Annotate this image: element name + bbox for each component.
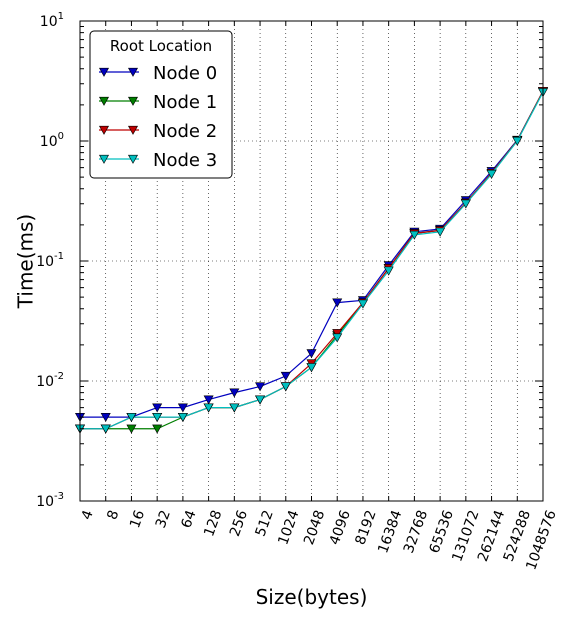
data-point [229,388,240,398]
legend-marker [127,125,139,135]
x-tick-label: 16 [127,508,148,530]
data-point [332,333,343,343]
data-point [409,230,420,240]
data-point [126,412,137,423]
data-point [177,412,188,423]
legend-label: Node 1 [153,92,217,113]
y-tick-label-exponent: -1 [54,251,64,262]
legend-item: Node 1 [98,92,217,113]
series-layer [74,87,549,434]
y-tick-label-base: 10 [36,494,54,510]
data-point [306,349,317,359]
y-tick-label-base: 10 [40,134,58,150]
legend: Root Location Node 0 Node 1 Node 2 Node 3 [89,30,233,179]
data-point [100,412,111,423]
legend-item: Node 0 [98,63,217,84]
legend-marker [98,67,110,77]
data-point [203,395,214,405]
data-point [177,403,188,413]
y-tick-label: 10-1 [36,251,64,270]
legend-marker [98,154,110,164]
legend-marker [127,96,139,106]
data-point [203,403,214,413]
data-point [100,424,111,434]
series-node-3 [74,88,549,434]
data-point [152,403,163,413]
legend-marker [98,125,110,135]
legend-item: Node 2 [98,121,217,142]
data-point [383,266,394,276]
y-axis-title: Time(ms) [14,214,38,309]
data-point [460,199,471,209]
legend-label: Node 3 [153,150,217,171]
data-point [152,412,163,423]
legend-marker [98,96,110,106]
data-point [332,298,343,308]
legend-marker [127,154,139,164]
data-point [280,382,291,392]
data-point [152,424,163,434]
legend-label: Node 0 [153,63,217,84]
data-point [255,395,266,405]
data-point [229,403,240,413]
y-tick-label-base: 10 [40,14,58,30]
y-tick-label-exponent: 1 [58,11,64,22]
y-tick-label-exponent: 0 [58,131,64,142]
legend-marker [127,67,139,77]
legend-label: Node 2 [153,121,217,142]
data-point [280,371,291,381]
y-tick-label: 101 [40,11,64,30]
data-point [306,363,317,373]
data-point [486,169,497,179]
y-tick-label: 10-3 [36,491,64,510]
legend-box [89,30,233,179]
data-point [126,424,137,434]
legend-item: Node 3 [98,150,217,171]
data-point [435,227,446,237]
data-point [357,299,368,309]
y-tick-label: 100 [40,131,64,150]
legend-title: Root Location [110,37,212,55]
x-axis-title: Size(bytes) [256,585,368,609]
y-tick-label-base: 10 [36,254,54,270]
y-tick-label-exponent: -3 [54,491,64,502]
data-point [255,382,266,392]
x-tick-label: 64 [179,508,200,530]
y-tick-label: 10-2 [36,371,64,390]
x-tick-label: 32 [153,508,174,530]
y-tick-label-base: 10 [36,374,54,390]
data-point [512,136,523,146]
y-tick-label-exponent: -2 [54,371,64,382]
